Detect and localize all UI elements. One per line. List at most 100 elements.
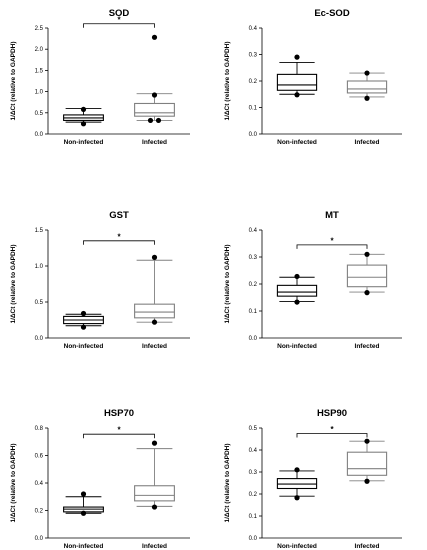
significance-bracket [296,244,368,249]
panel-title: MT [325,210,339,221]
panel-mt: MT 1/ΔCt (relative to GAPDH) 0.0 0.1 0.2 0.3 0… [224,210,402,350]
data-point [80,106,87,113]
x-category-label: Infected [142,343,167,350]
y-tick-label: 0.2 [249,282,258,288]
y-tick-label: 0.1 [249,309,258,315]
x-category-label: Infected [355,139,380,146]
data-point [294,299,300,305]
y-tick-label: 0.5 [249,426,258,432]
y-tick-label: 0.4 [249,228,258,234]
panel-title: GST [109,210,129,221]
x-category-label: Infected [142,139,167,146]
y-tick-label: 0.1 [249,106,258,112]
y-tick-label: 0.5 [35,300,44,306]
x-category-label: Infected [142,543,167,550]
y-tick-label: 0.8 [35,426,44,432]
significance-bracket [83,23,155,28]
y-axis-label: 1/ΔCt (relative to GAPDH) [10,443,17,522]
data-point [151,254,158,260]
box [134,485,175,502]
data-point [80,491,87,497]
data-point [151,34,158,40]
y-tick-label: 0.0 [249,132,258,138]
box [276,73,318,91]
y-tick-label: 0.3 [249,255,258,261]
data-point [294,273,300,280]
box [276,478,318,490]
data-point [364,95,370,101]
y-tick-label: 1.0 [35,90,44,96]
y-tick-label: 1.5 [35,228,44,234]
y-axis-label: 1/ΔCt (relative to GAPDH) [10,244,17,323]
panel-hsp90: HSP90 1/ΔCt (relative to GAPDH) 0.0 0.1 0.2 0… [224,408,402,550]
data-point [364,251,370,257]
significance-label: * [117,15,121,24]
significance-label: * [117,426,121,435]
y-tick-label: 2.5 [35,26,44,32]
x-category-label: Non-infected [277,343,317,350]
box [134,303,175,319]
y-axis-label: 1/ΔCt (relative to GAPDH) [224,443,231,522]
box [276,284,318,297]
x-category-label: Non-infected [64,139,104,146]
data-point [294,495,300,501]
panel-title: HSP70 [104,408,134,419]
y-tick-label: 2.0 [35,47,44,53]
data-point [151,440,158,446]
significance-label: * [330,236,334,245]
data-point [151,504,158,510]
panel-sod: SOD 1/ΔCt (relative to GAPDH) 0.0 0.5 1.0 1.5… [10,8,190,146]
significance-label: * [330,425,334,434]
data-point [151,92,158,98]
box [346,264,388,288]
y-tick-label: 0.6 [35,454,44,460]
data-point [294,54,300,60]
y-axis-label: 1/ΔCt (relative to GAPDH) [10,41,17,120]
panel-ec-sod: Ec-SOD 1/ΔCt (relative to GAPDH) 0.0 0.1 0.2… [224,8,402,146]
y-tick-label: 0.4 [35,481,44,487]
box [346,80,388,94]
y-tick-label: 0.1 [249,514,258,520]
y-tick-label: 0.2 [249,79,258,85]
data-point [80,310,87,317]
data-point [294,92,300,98]
data-point [294,467,300,473]
significance-bracket [83,240,155,245]
y-tick-label: 0.4 [249,26,258,32]
y-tick-label: 0.4 [249,448,258,454]
data-point [364,70,370,76]
y-axis-label: 1/ΔCt (relative to GAPDH) [224,244,231,323]
significance-bracket [83,433,155,439]
y-tick-label: 0.0 [35,132,44,138]
data-point [151,319,158,325]
significance-bracket [296,433,368,438]
data-point [364,438,370,444]
y-tick-label: 0.0 [249,336,258,342]
panel-hsp70: HSP70 1/ΔCt (relative to GAPDH) 0.0 0.2 0.4 0… [10,408,190,550]
data-point [364,290,370,296]
y-tick-label: 0.2 [249,492,258,498]
data-point [364,478,370,484]
y-tick-label: 1.5 [35,68,44,74]
x-category-label: Non-infected [64,343,104,350]
data-point [80,324,87,330]
y-tick-label: 0.3 [249,470,258,476]
x-category-label: Non-infected [277,543,317,550]
y-tick-label: 0.5 [35,111,44,117]
box [346,451,388,476]
x-category-label: Infected [355,343,380,350]
y-axis-label: 1/ΔCt (relative to GAPDH) [224,41,231,120]
y-tick-label: 0.3 [249,53,258,59]
x-category-label: Non-infected [64,543,104,550]
x-category-label: Infected [355,543,380,550]
panel-title: SOD [109,8,130,19]
box [134,102,175,117]
y-tick-label: 0.0 [35,536,44,542]
y-tick-label: 0.0 [35,336,44,342]
panel-gst: GST 1/ΔCt (relative to GAPDH) 0.0 0.5 1.0 1.5… [10,210,190,350]
y-tick-label: 0.2 [35,509,44,515]
data-point [80,510,87,516]
y-tick-label: 1.0 [35,264,44,270]
significance-label: * [117,232,121,241]
